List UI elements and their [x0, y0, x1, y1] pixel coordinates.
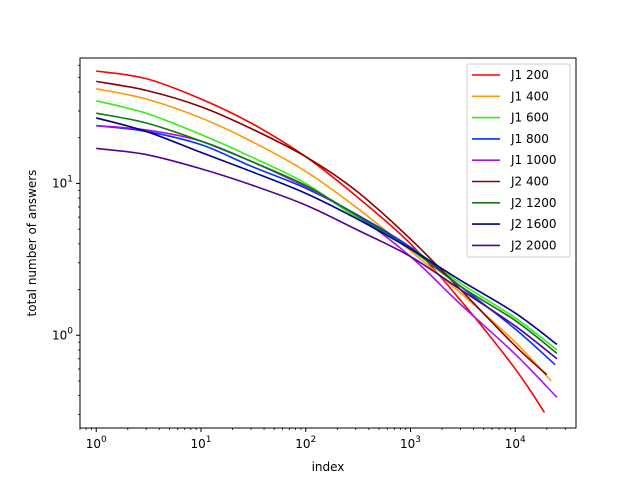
- legend-label: J2 2000: [510, 238, 557, 252]
- series-line: [96, 70, 546, 413]
- legend-box: [466, 63, 571, 258]
- legend-label: J1 200: [510, 68, 549, 82]
- series-line: [96, 117, 558, 346]
- series-line: [96, 112, 558, 354]
- legend: J1 200 J1 400 J1 600 J1 800 J1 1000 J2 400 J2 …: [466, 63, 571, 258]
- legend-label: J1 400: [510, 89, 549, 103]
- x-tick-label: 103: [400, 435, 421, 451]
- y-axis-label: total number of answers: [25, 170, 39, 317]
- x-tick-label: 100: [86, 435, 107, 451]
- axes-frame: [79, 57, 577, 429]
- series-line: [96, 147, 558, 360]
- legend-label: J2 1600: [510, 217, 557, 231]
- legend-items: J1 200 J1 400 J1 600 J1 800 J1 1000 J2 400 J2 …: [472, 68, 557, 252]
- legend-label: J1 1000: [510, 153, 557, 167]
- legend-label: J1 800: [510, 132, 549, 146]
- x-tick-label: 102: [295, 435, 316, 451]
- x-axis-label: index: [312, 460, 345, 474]
- legend-label: J2 1200: [510, 196, 557, 210]
- x-tick-label: 104: [505, 435, 526, 451]
- x-tick-label: 101: [190, 435, 211, 451]
- legend-label: J2 400: [510, 175, 549, 189]
- y-tick-label: 100: [52, 326, 73, 342]
- series-line: [96, 80, 548, 376]
- y-tick-label: 101: [52, 174, 73, 190]
- x-axis: 100 101 102 103 104: [79, 428, 566, 451]
- series-layer: [96, 70, 558, 413]
- legend-label: J1 600: [510, 111, 549, 125]
- y-axis: 100 101: [52, 64, 80, 416]
